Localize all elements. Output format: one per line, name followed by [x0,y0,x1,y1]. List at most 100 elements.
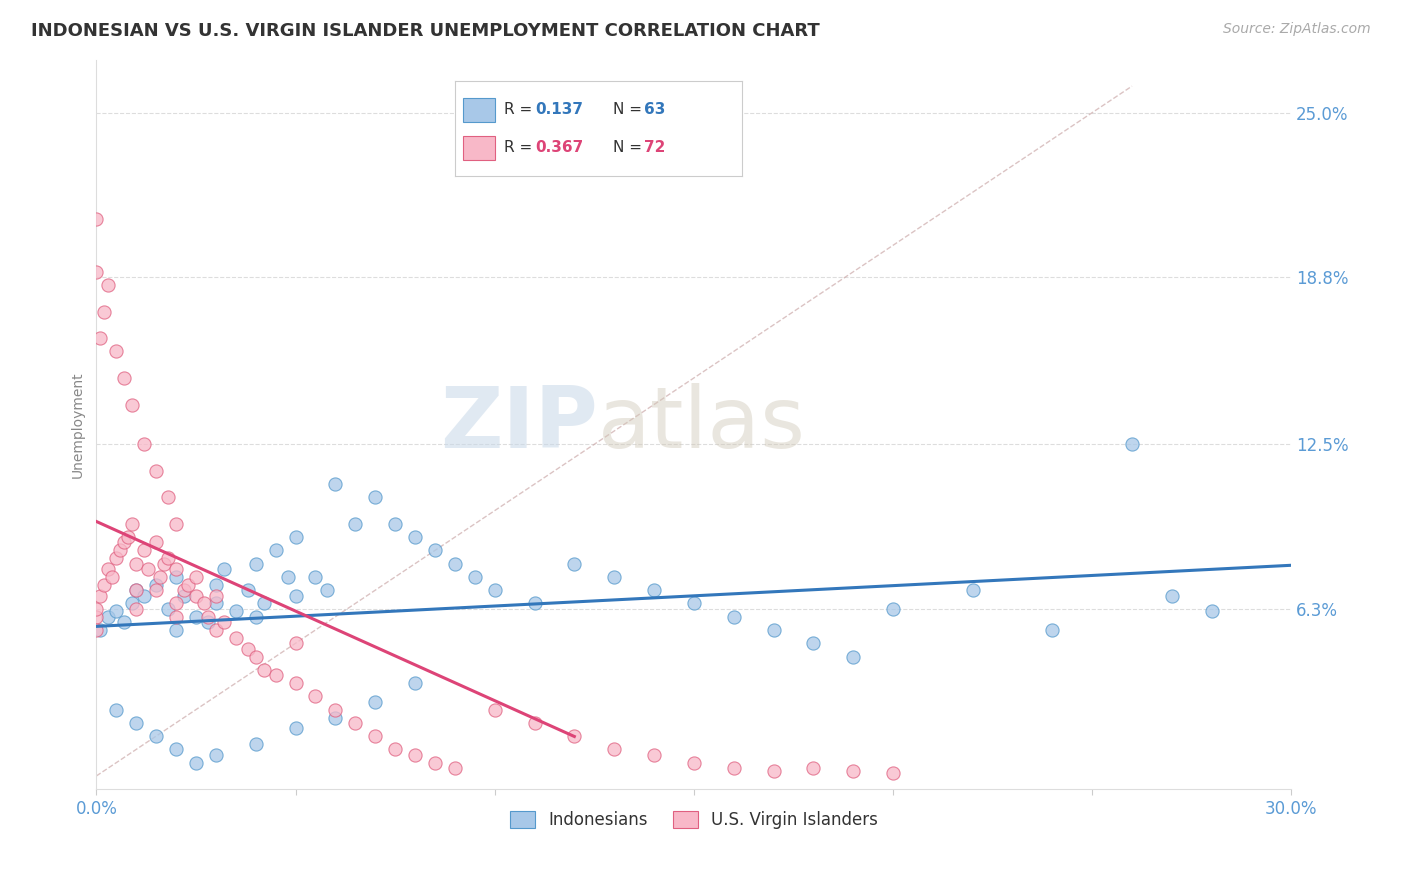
Point [245,649,267,664]
Point [603,570,626,584]
Point [225,631,247,645]
Text: atlas: atlas [598,383,806,466]
Point [882,602,904,616]
Point [173,589,195,603]
Point [316,583,339,598]
Point [157,602,180,616]
Point [801,636,824,650]
Point [173,583,195,598]
Point [284,676,307,690]
Point [205,747,228,762]
Point [145,583,167,598]
Point [245,609,267,624]
Point [105,344,128,359]
Point [225,604,247,618]
Point [97,562,120,576]
Point [105,604,128,618]
Point [125,602,148,616]
Point [842,649,865,664]
Point [105,703,128,717]
Point [89,331,111,345]
Point [86,623,108,637]
Point [97,278,120,293]
Point [723,761,745,775]
Point [112,535,135,549]
Point [145,578,167,592]
Point [86,609,108,624]
Point [245,557,267,571]
Point [184,609,207,624]
Point [253,597,276,611]
Point [110,543,132,558]
Point [89,589,111,603]
Point [197,609,219,624]
Point [723,609,745,624]
Point [762,764,785,778]
Point [177,578,200,592]
Point [364,729,387,743]
Point [136,562,159,576]
Point [801,761,824,775]
Point [212,562,235,576]
Point [125,583,148,598]
Point [205,578,228,592]
Point [101,570,124,584]
Point [205,623,228,637]
Point [404,530,426,544]
Point [236,641,259,656]
Point [444,557,467,571]
Point [165,562,187,576]
Point [404,747,426,762]
Point [603,742,626,756]
Point [121,516,143,531]
Point [134,437,156,451]
Point [364,491,387,505]
Point [86,211,108,226]
Point [562,557,585,571]
Point [523,715,546,730]
Point [304,690,326,704]
Point [125,715,148,730]
Point [165,623,187,637]
Point [145,464,167,478]
Point [125,557,148,571]
Y-axis label: Unemployment: Unemployment [72,371,86,478]
Point [484,703,506,717]
Point [89,623,111,637]
Point [523,597,546,611]
Point [284,636,307,650]
Point [184,589,207,603]
Point [165,742,187,756]
Point [236,583,259,598]
Point [157,491,180,505]
Point [444,761,467,775]
Point [284,530,307,544]
Point [643,583,665,598]
Point [423,543,446,558]
Point [325,703,347,717]
Point [165,597,187,611]
Point [344,516,367,531]
Point [562,729,585,743]
Point [205,597,228,611]
Point [145,535,167,549]
Point [264,543,287,558]
Point [125,583,148,598]
Point [643,747,665,762]
Point [184,570,207,584]
Point [682,597,704,611]
Point [284,589,307,603]
Point [86,602,108,616]
Text: Source: ZipAtlas.com: Source: ZipAtlas.com [1223,22,1371,37]
Legend: Indonesians, U.S. Virgin Islanders: Indonesians, U.S. Virgin Islanders [503,804,884,836]
Point [105,551,128,566]
Point [423,756,446,770]
Point [384,742,406,756]
Point [1201,604,1223,618]
Point [157,551,180,566]
Point [93,578,115,592]
Point [121,597,143,611]
Point [97,609,120,624]
Point [404,676,426,690]
Point [344,715,367,730]
